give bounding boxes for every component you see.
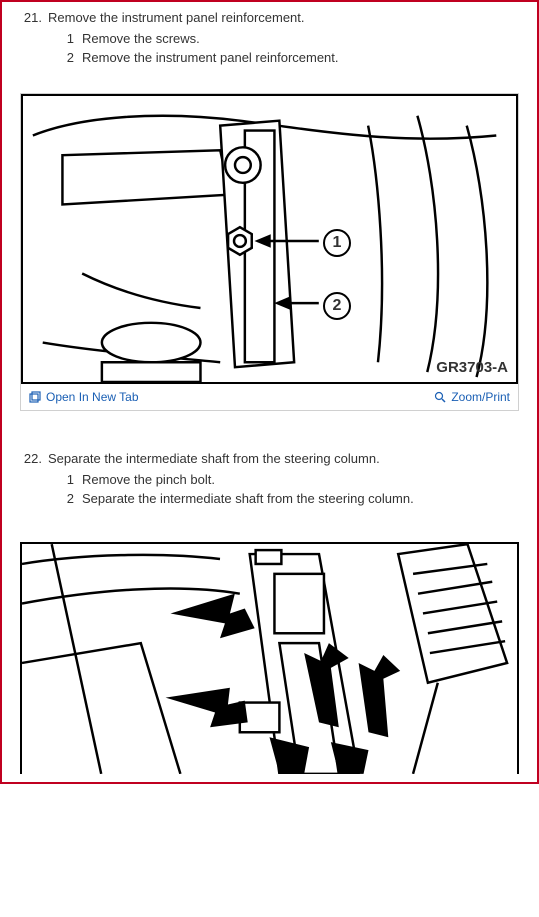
substep-number: 2 — [64, 491, 74, 506]
substep-text: Remove the instrument panel reinforcemen… — [82, 50, 339, 65]
substep-text: Separate the intermediate shaft from the… — [82, 491, 414, 506]
diagram-image: 1 2 GR3703-A — [21, 94, 518, 384]
substep-number: 1 — [64, 31, 74, 46]
substep-number: 2 — [64, 50, 74, 65]
substep-text: Remove the screws. — [82, 31, 200, 46]
substep-text: Remove the pinch bolt. — [82, 472, 215, 487]
callout-2: 2 — [323, 292, 351, 320]
figure-container — [20, 542, 519, 774]
open-new-tab-link[interactable]: Open In New Tab — [29, 390, 139, 404]
figure-toolbar: Open In New Tab Zoom/Print — [21, 384, 518, 410]
step-22: 22. Separate the intermediate shaft from… — [20, 451, 519, 506]
substeps: 1 Remove the screws. 2 Remove the instru… — [64, 31, 519, 65]
step-number: 22. — [20, 451, 42, 466]
figure-container: 1 2 GR3703-A Open In New Tab Zoom/Print — [20, 93, 519, 411]
diagram-svg — [22, 544, 517, 774]
diagram-svg — [23, 96, 516, 382]
substep: 1 Remove the pinch bolt. — [64, 472, 519, 487]
step-number: 21. — [20, 10, 42, 25]
substep-number: 1 — [64, 472, 74, 487]
zoom-label: Zoom/Print — [451, 390, 510, 404]
step-main: 21. Remove the instrument panel reinforc… — [20, 10, 519, 25]
open-label: Open In New Tab — [46, 390, 139, 404]
substep: 2 Separate the intermediate shaft from t… — [64, 491, 519, 506]
step-21: 21. Remove the instrument panel reinforc… — [20, 10, 519, 65]
step-text: Separate the intermediate shaft from the… — [48, 451, 380, 466]
zoom-print-link[interactable]: Zoom/Print — [434, 390, 510, 404]
substep: 2 Remove the instrument panel reinforcem… — [64, 50, 519, 65]
zoom-icon — [434, 391, 446, 403]
figure-ref: GR3703-A — [436, 359, 508, 376]
substeps: 1 Remove the pinch bolt. 2 Separate the … — [64, 472, 519, 506]
callout-1: 1 — [323, 229, 351, 257]
new-tab-icon — [29, 391, 41, 403]
diagram-image — [20, 542, 519, 774]
step-text: Remove the instrument panel reinforcemen… — [48, 10, 305, 25]
step-main: 22. Separate the intermediate shaft from… — [20, 451, 519, 466]
substep: 1 Remove the screws. — [64, 31, 519, 46]
